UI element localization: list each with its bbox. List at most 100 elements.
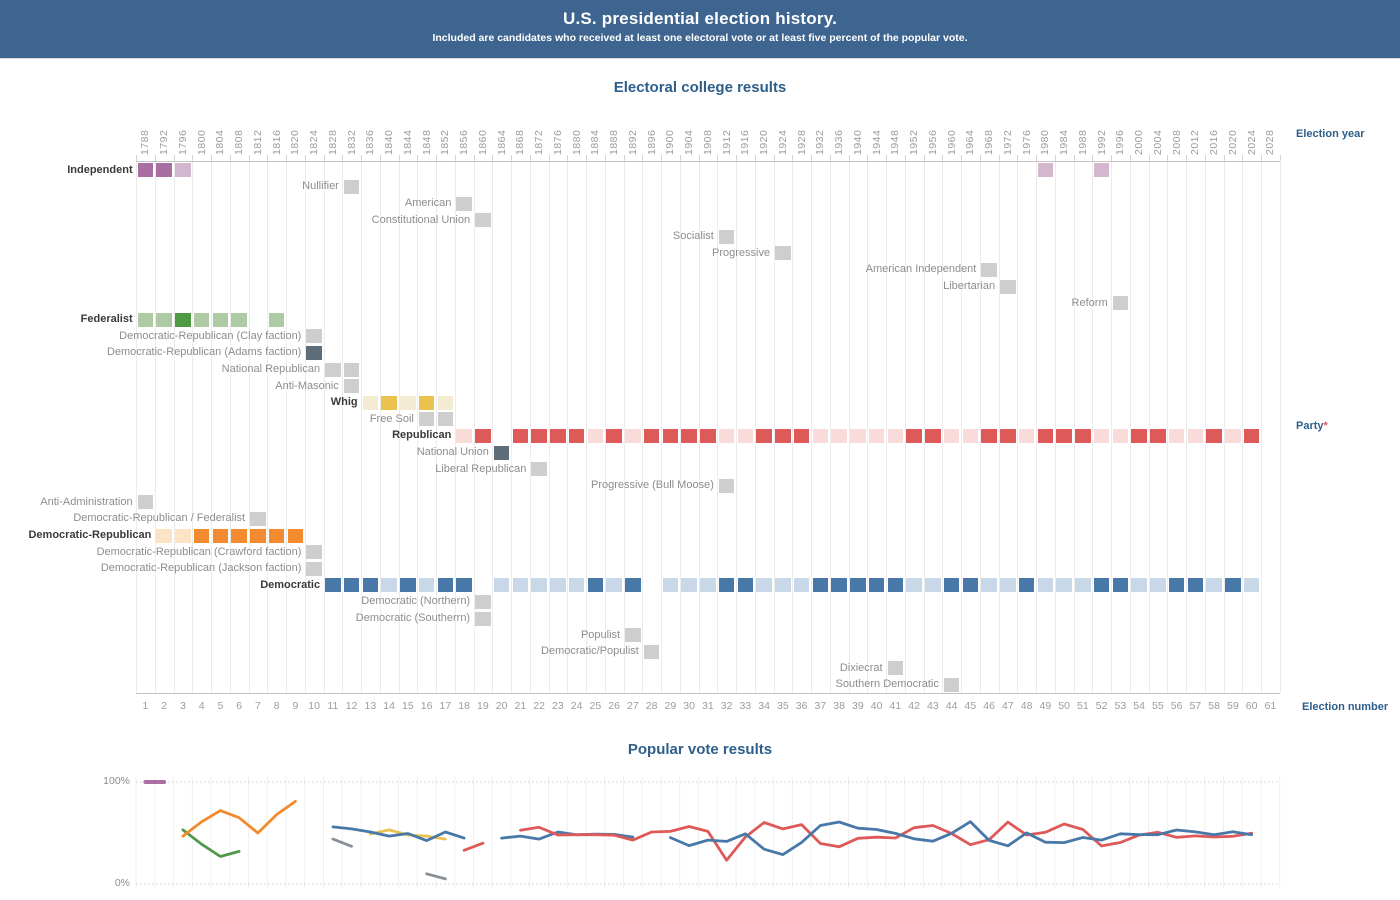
ec-cell[interactable] <box>1206 428 1222 443</box>
ec-cell[interactable] <box>1037 578 1054 593</box>
ec-cell[interactable] <box>137 163 154 178</box>
ec-cell[interactable] <box>268 312 285 327</box>
ec-cell[interactable] <box>1018 428 1035 443</box>
ec-cell[interactable] <box>1000 279 1016 294</box>
ec-cell[interactable] <box>756 428 772 443</box>
ec-cell[interactable] <box>456 578 472 593</box>
ec-cell[interactable] <box>437 395 454 410</box>
ec-cell[interactable] <box>343 362 360 377</box>
ec-cell[interactable] <box>231 312 247 327</box>
ec-cell[interactable] <box>662 428 679 443</box>
ec-cell[interactable] <box>812 428 829 443</box>
ec-cell[interactable] <box>137 495 154 510</box>
ec-cell[interactable] <box>175 163 191 178</box>
ec-cell[interactable] <box>737 428 754 443</box>
ec-cell[interactable] <box>962 428 979 443</box>
ec-cell[interactable] <box>1093 428 1110 443</box>
ec-cell[interactable] <box>381 578 397 593</box>
ec-cell[interactable] <box>512 578 529 593</box>
ec-cell[interactable] <box>418 412 435 427</box>
ec-cell[interactable] <box>606 578 622 593</box>
ec-cell[interactable] <box>343 578 360 593</box>
ec-cell[interactable] <box>493 445 510 460</box>
pv-line-orange[interactable] <box>181 800 297 838</box>
ec-cell[interactable] <box>156 312 172 327</box>
ec-cell[interactable] <box>962 578 979 593</box>
ec-cell[interactable] <box>1056 428 1072 443</box>
ec-cell[interactable] <box>175 312 191 327</box>
pv-line-blue[interactable] <box>669 820 1253 856</box>
ec-cell[interactable] <box>437 578 454 593</box>
pv-line-green[interactable] <box>181 828 241 858</box>
ec-cell[interactable] <box>775 428 791 443</box>
ec-cell[interactable] <box>1093 578 1110 593</box>
ec-cell[interactable] <box>793 428 810 443</box>
ec-cell[interactable] <box>568 428 585 443</box>
ec-cell[interactable] <box>1075 428 1091 443</box>
ec-cell[interactable] <box>418 578 435 593</box>
ec-cell[interactable] <box>1225 428 1241 443</box>
ec-cell[interactable] <box>775 578 791 593</box>
ec-cell[interactable] <box>887 578 904 593</box>
ec-cell[interactable] <box>306 345 322 360</box>
ec-cell[interactable] <box>681 578 697 593</box>
ec-cell[interactable] <box>681 428 697 443</box>
ec-cell[interactable] <box>1000 428 1016 443</box>
ec-cell[interactable] <box>625 628 641 643</box>
ec-cell[interactable] <box>643 428 660 443</box>
ec-cell[interactable] <box>643 644 660 659</box>
pv-line-grayline[interactable] <box>425 872 447 881</box>
ec-cell[interactable] <box>193 312 210 327</box>
ec-cell[interactable] <box>850 428 866 443</box>
ec-cell[interactable] <box>325 578 341 593</box>
ec-cell[interactable] <box>550 428 566 443</box>
ec-cell[interactable] <box>306 329 322 344</box>
ec-cell[interactable] <box>981 262 997 277</box>
ec-cell[interactable] <box>1131 578 1147 593</box>
ec-cell[interactable] <box>793 578 810 593</box>
ec-cell[interactable] <box>1018 578 1035 593</box>
ec-cell[interactable] <box>531 578 547 593</box>
ec-cell[interactable] <box>831 428 847 443</box>
ec-cell[interactable] <box>1168 428 1185 443</box>
ec-cell[interactable] <box>1093 163 1110 178</box>
pv-line-red[interactable] <box>519 820 1253 862</box>
ec-cell[interactable] <box>193 528 210 543</box>
ec-cell[interactable] <box>268 528 285 543</box>
ec-cell[interactable] <box>1225 578 1241 593</box>
ec-cell[interactable] <box>906 578 922 593</box>
ec-cell[interactable] <box>943 428 960 443</box>
ec-cell[interactable] <box>868 578 885 593</box>
ec-cell[interactable] <box>1037 428 1054 443</box>
ec-cell[interactable] <box>587 428 604 443</box>
ec-cell[interactable] <box>1131 428 1147 443</box>
ec-cell[interactable] <box>718 428 735 443</box>
ec-cell[interactable] <box>718 229 735 244</box>
ec-cell[interactable] <box>925 428 941 443</box>
ec-cell[interactable] <box>531 462 547 477</box>
ec-cell[interactable] <box>512 428 529 443</box>
pv-line-red[interactable] <box>462 841 485 852</box>
ec-cell[interactable] <box>906 428 922 443</box>
ec-cell[interactable] <box>400 578 416 593</box>
ec-cell[interactable] <box>456 196 472 211</box>
ec-cell[interactable] <box>362 578 379 593</box>
ec-cell[interactable] <box>343 379 360 394</box>
ec-cell[interactable] <box>718 578 735 593</box>
ec-cell[interactable] <box>175 528 191 543</box>
ec-cell[interactable] <box>1112 578 1129 593</box>
ec-cell[interactable] <box>325 362 341 377</box>
ec-cell[interactable] <box>475 428 491 443</box>
ec-cell[interactable] <box>306 545 322 560</box>
ec-cell[interactable] <box>250 511 266 526</box>
ec-cell[interactable] <box>550 578 566 593</box>
ec-cell[interactable] <box>700 578 716 593</box>
ec-cell[interactable] <box>1056 578 1072 593</box>
ec-cell[interactable] <box>925 578 941 593</box>
ec-cell[interactable] <box>1075 578 1091 593</box>
ec-cell[interactable] <box>250 528 266 543</box>
ec-cell[interactable] <box>418 395 435 410</box>
pv-line-blue[interactable] <box>331 825 466 842</box>
ec-cell[interactable] <box>1187 428 1204 443</box>
ec-cell[interactable] <box>156 163 172 178</box>
